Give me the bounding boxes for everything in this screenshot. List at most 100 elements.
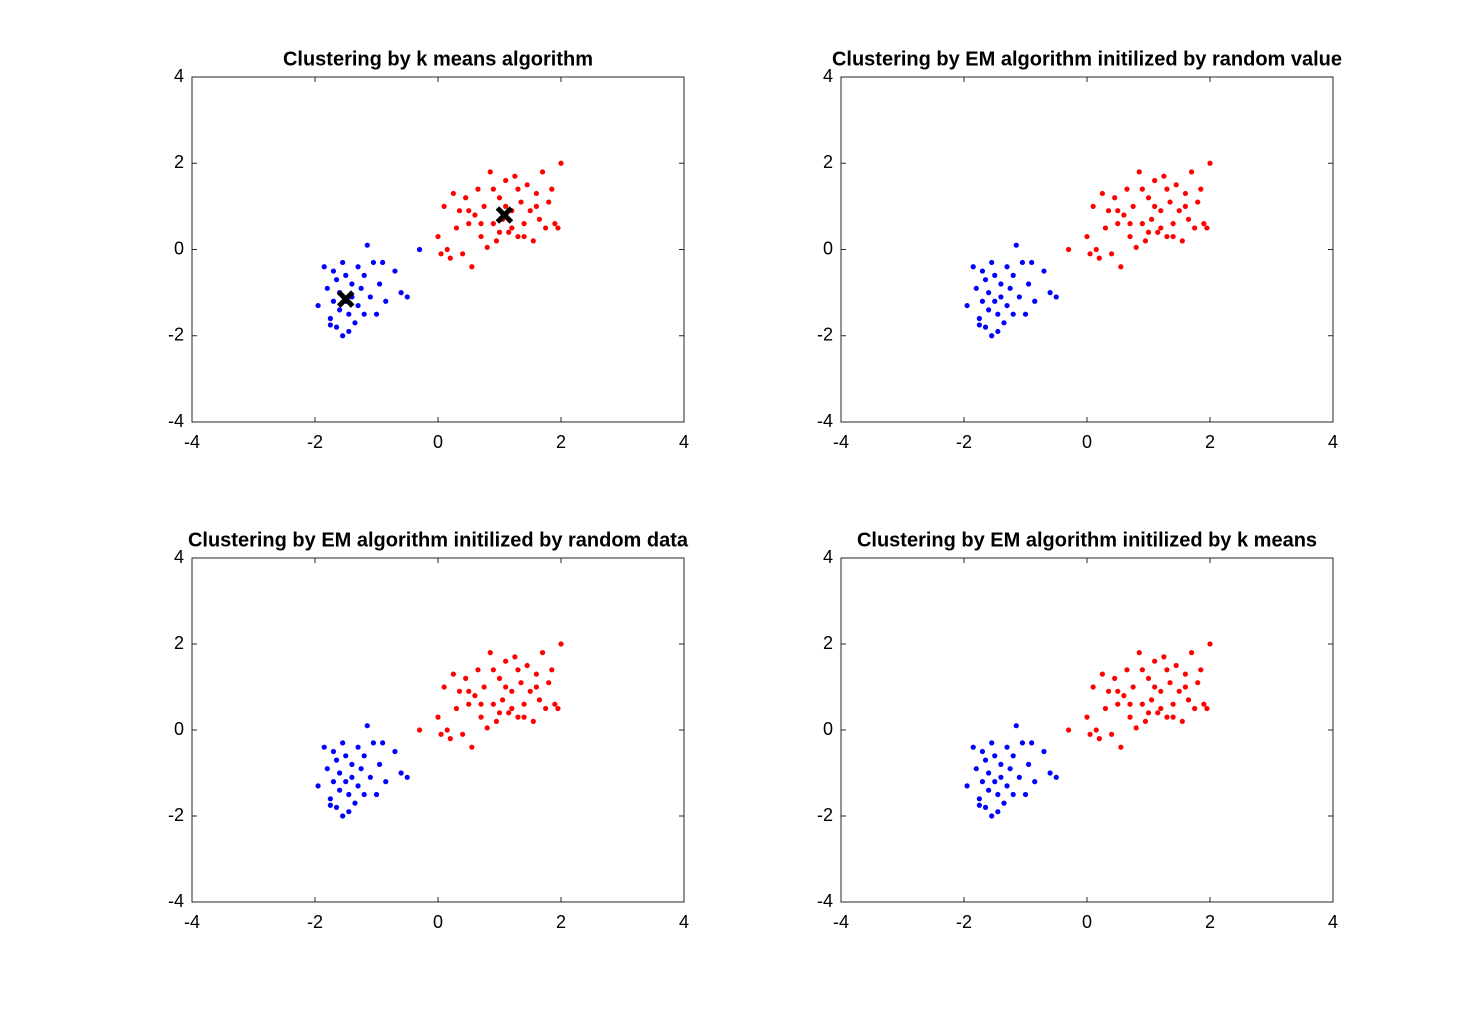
data-point — [1167, 680, 1173, 686]
data-point — [503, 658, 509, 664]
data-point — [463, 195, 469, 201]
data-point — [1016, 294, 1022, 300]
data-point — [992, 753, 998, 759]
y-tick-label: -4 — [168, 891, 184, 911]
data-point — [1192, 225, 1198, 231]
data-point — [466, 221, 472, 227]
data-point — [536, 216, 543, 222]
data-point — [976, 315, 982, 322]
data-point — [438, 731, 444, 737]
data-point — [496, 229, 503, 235]
data-point — [503, 203, 509, 209]
data-point — [515, 186, 521, 192]
data-point — [1152, 177, 1158, 184]
y-tick-label: 0 — [174, 238, 184, 258]
data-point — [1115, 701, 1121, 707]
data-point — [337, 307, 343, 313]
data-point — [1118, 744, 1124, 750]
data-point — [340, 259, 346, 266]
data-point — [1013, 723, 1019, 729]
data-point — [1152, 203, 1158, 209]
x-tick-label: 2 — [556, 432, 566, 452]
data-point — [512, 173, 518, 179]
data-point — [1090, 203, 1096, 209]
data-point — [979, 298, 986, 304]
data-point — [361, 272, 367, 278]
data-point — [1155, 710, 1161, 716]
centroid-marker — [495, 206, 514, 224]
data-point — [346, 311, 352, 317]
data-point — [352, 800, 358, 806]
data-point — [986, 290, 992, 296]
data-point — [355, 744, 361, 750]
data-point — [340, 333, 346, 339]
x-tick-label: -4 — [184, 432, 200, 452]
data-point — [558, 160, 564, 166]
x-tick-label: 2 — [556, 912, 566, 932]
data-point — [555, 705, 561, 712]
data-point — [995, 311, 1001, 317]
data-point — [333, 757, 340, 763]
data-point — [503, 177, 509, 184]
data-point — [450, 190, 456, 197]
data-point — [361, 753, 367, 759]
data-point — [973, 766, 979, 772]
data-point — [1025, 281, 1032, 287]
data-point — [521, 233, 527, 240]
data-point — [521, 714, 527, 720]
data-point — [398, 770, 404, 776]
data-point — [982, 757, 989, 763]
subplot: Clustering by EM algorithm initilized by… — [817, 48, 1342, 451]
data-point — [558, 641, 564, 647]
data-point — [503, 684, 509, 690]
data-point — [355, 783, 361, 789]
data-point — [343, 753, 349, 759]
data-point — [992, 779, 998, 785]
data-point — [989, 259, 995, 266]
data-point — [460, 251, 466, 257]
data-point — [509, 225, 515, 231]
data-point — [1127, 701, 1133, 707]
data-point — [496, 195, 503, 201]
data-point — [552, 221, 558, 227]
data-point — [361, 791, 367, 798]
data-point — [478, 714, 484, 720]
data-point — [982, 324, 989, 330]
data-point — [493, 238, 500, 244]
data-point — [1195, 680, 1201, 686]
data-point — [1161, 173, 1167, 179]
data-point — [1192, 705, 1198, 712]
data-point — [539, 169, 546, 175]
data-point — [530, 238, 536, 244]
data-point — [1188, 169, 1195, 175]
data-point — [358, 285, 364, 291]
axes-frame — [191, 557, 685, 903]
data-point — [979, 779, 986, 785]
data-point — [1204, 225, 1210, 231]
data-point — [1179, 718, 1185, 725]
data-point — [1115, 688, 1121, 694]
data-point — [1004, 744, 1010, 750]
data-point — [995, 328, 1001, 335]
data-point — [490, 701, 496, 707]
data-point — [976, 796, 982, 802]
data-point — [441, 203, 447, 209]
data-point — [543, 225, 549, 231]
data-point — [441, 684, 447, 690]
data-point — [992, 272, 998, 278]
data-point — [982, 804, 989, 811]
data-point — [518, 199, 524, 205]
data-point — [376, 281, 383, 287]
data-point — [469, 744, 475, 750]
data-point — [1096, 736, 1102, 742]
data-point — [506, 229, 512, 235]
data-point — [1010, 753, 1016, 759]
data-point — [1053, 294, 1059, 300]
data-point — [1201, 221, 1207, 227]
x-tick-label: -2 — [956, 912, 972, 932]
subplot: Clustering by k means algorithm -4 -2 0 2 4 -4… — [168, 48, 689, 451]
chart-title: Clustering by EM algorithm initilized by… — [832, 48, 1342, 70]
data-point — [533, 671, 540, 677]
data-point — [1130, 684, 1136, 690]
